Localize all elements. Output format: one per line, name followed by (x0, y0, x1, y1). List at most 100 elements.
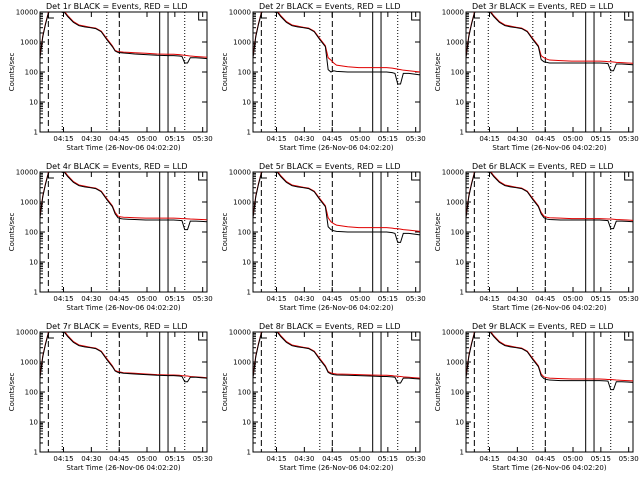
panel-title: Det 8r BLACK = Events, RED = LLD (259, 322, 401, 331)
series-lld-line (40, 332, 207, 379)
x-tick-label: 05:15 (165, 295, 185, 303)
series-lld-line (253, 172, 420, 232)
y-tick-label: 10000 (442, 329, 464, 337)
bracket-marker-top (198, 172, 207, 181)
x-tick-label: 04:15 (53, 455, 73, 463)
bracket-marker-top (624, 172, 633, 181)
y-tick-label: 100 (238, 69, 251, 77)
x-tick-label: 05:00 (563, 455, 583, 463)
x-axis-label: Start Time (26-Nov-06 04:02:20) (66, 304, 180, 312)
y-axis-label: Counts/sec (8, 213, 16, 252)
x-tick-label: 05:00 (137, 135, 157, 143)
x-tick-label: 05:30 (619, 295, 639, 303)
y-tick-label: 10 (29, 99, 38, 107)
panel-title: Det 4r BLACK = Events, RED = LLD (46, 162, 188, 171)
y-tick-label: 100 (238, 389, 251, 397)
y-tick-label: 10 (455, 259, 464, 267)
x-tick-label: 05:15 (165, 455, 185, 463)
series-events-line (40, 332, 207, 383)
series-events-line (253, 12, 420, 85)
x-tick-label: 04:45 (322, 135, 342, 143)
x-tick-label: 05:30 (406, 135, 426, 143)
x-tick-label: 04:30 (294, 135, 314, 143)
x-tick-label: 05:15 (378, 135, 398, 143)
series-lld-line (40, 172, 207, 221)
bracket-marker-top (624, 12, 633, 21)
panel-title: Det 3r BLACK = Events, RED = LLD (472, 2, 614, 11)
x-tick-label: 05:15 (378, 295, 398, 303)
y-tick-label: 1000 (20, 199, 38, 207)
x-tick-label: 04:30 (507, 135, 527, 143)
plot-frame (39, 11, 208, 133)
y-tick-label: 1000 (233, 199, 251, 207)
series-lld-line (253, 332, 420, 379)
x-tick-label: 04:30 (81, 295, 101, 303)
plot-frame (252, 11, 421, 133)
x-tick-label: 05:30 (406, 295, 426, 303)
y-axis-label: Counts/sec (8, 53, 16, 92)
series-lld-line (40, 12, 207, 58)
y-tick-label: 10000 (16, 9, 38, 17)
bracket-marker-top (198, 332, 207, 341)
plot-frame (465, 331, 634, 453)
panel-det-3r: Det 3r BLACK = Events, RED = LLD 1 10 100 10… (434, 2, 639, 152)
x-tick-label: 05:00 (350, 135, 370, 143)
x-tick-label: 04:15 (479, 455, 499, 463)
x-tick-label: 05:30 (193, 455, 213, 463)
series-lld-line (466, 172, 633, 221)
panel-det-6r: Det 6r BLACK = Events, RED = LLD 1 10 100 10… (434, 162, 639, 312)
panel-title: Det 1r BLACK = Events, RED = LLD (46, 2, 188, 11)
y-tick-label: 10000 (16, 169, 38, 177)
x-tick-label: 05:00 (563, 295, 583, 303)
panel-title: Det 6r BLACK = Events, RED = LLD (472, 162, 614, 171)
x-tick-label: 04:45 (535, 135, 555, 143)
y-tick-label: 10 (29, 259, 38, 267)
y-tick-label: 1000 (233, 39, 251, 47)
x-tick-label: 05:00 (350, 455, 370, 463)
x-tick-label: 04:15 (53, 295, 73, 303)
x-tick-label: 04:15 (266, 455, 286, 463)
series-events-line (466, 332, 633, 391)
panel-det-2r: Det 2r BLACK = Events, RED = LLD 1 10 100 10… (221, 2, 426, 152)
y-tick-label: 1 (247, 449, 251, 457)
x-tick-label: 04:45 (535, 295, 555, 303)
x-tick-label: 05:15 (165, 135, 185, 143)
panel-title: Det 9r BLACK = Events, RED = LLD (472, 322, 614, 331)
series-lld-line (253, 12, 420, 73)
x-tick-label: 04:30 (294, 295, 314, 303)
bracket-marker-top (624, 332, 633, 341)
panel-title: Det 2r BLACK = Events, RED = LLD (259, 2, 401, 11)
y-tick-label: 100 (25, 389, 38, 397)
y-axis-label: Counts/sec (8, 373, 16, 412)
x-axis-label: Start Time (26-Nov-06 04:02:20) (279, 304, 393, 312)
y-tick-label: 1 (460, 449, 464, 457)
x-axis-label: Start Time (26-Nov-06 04:02:20) (492, 464, 606, 472)
x-tick-label: 05:00 (563, 135, 583, 143)
y-tick-label: 100 (451, 389, 464, 397)
x-tick-label: 05:15 (591, 455, 611, 463)
panel-title: Det 5r BLACK = Events, RED = LLD (259, 162, 401, 171)
plot-frame (39, 171, 208, 293)
y-axis-label: Counts/sec (221, 373, 229, 412)
x-tick-label: 05:30 (619, 135, 639, 143)
x-tick-label: 04:45 (109, 135, 129, 143)
y-tick-label: 1000 (233, 359, 251, 367)
y-tick-label: 100 (238, 229, 251, 237)
series-events-line (466, 12, 633, 72)
bracket-marker-top (198, 12, 207, 21)
x-tick-label: 04:30 (507, 295, 527, 303)
x-tick-label: 04:45 (322, 455, 342, 463)
x-axis-label: Start Time (26-Nov-06 04:02:20) (279, 144, 393, 152)
series-events-line (466, 172, 633, 230)
plot-frame (465, 171, 634, 293)
y-tick-label: 100 (451, 69, 464, 77)
y-tick-label: 10000 (442, 9, 464, 17)
y-axis-label: Counts/sec (434, 213, 442, 252)
bracket-marker-top (411, 172, 420, 181)
y-tick-label: 100 (25, 229, 38, 237)
x-tick-label: 05:15 (591, 295, 611, 303)
y-tick-label: 10 (242, 419, 251, 427)
panel-det-5r: Det 5r BLACK = Events, RED = LLD 1 10 100 10… (221, 162, 426, 312)
panel-title: Det 7r BLACK = Events, RED = LLD (46, 322, 188, 331)
